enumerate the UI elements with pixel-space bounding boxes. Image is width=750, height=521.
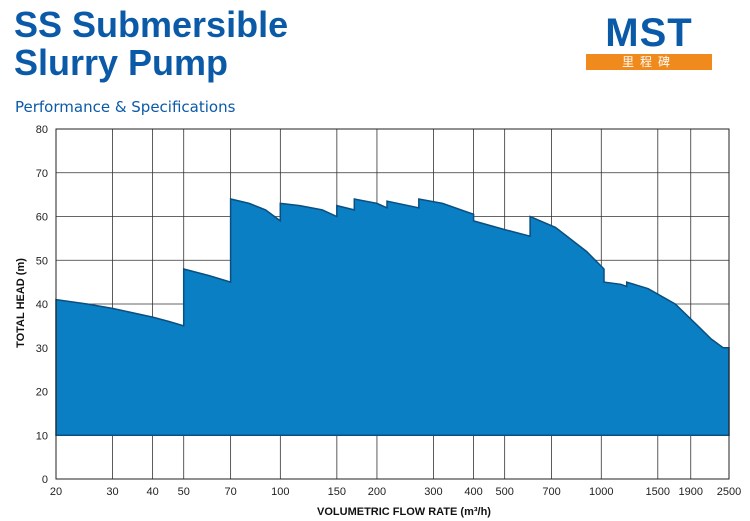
y-tick-label: 40 (36, 299, 48, 311)
x-tick-label: 700 (542, 486, 560, 498)
logo-band: 里程碑 (586, 54, 712, 70)
y-tick-labels: 0 10 20 30 40 50 60 70 80 (36, 124, 48, 486)
y-tick-label: 20 (36, 387, 48, 399)
x-tick-label: 70 (224, 486, 236, 498)
x-tick-label: 50 (178, 486, 190, 498)
y-axis-label: TOTAL HEAD (m) (15, 258, 27, 348)
x-tick-label: 1000 (589, 486, 613, 498)
logo-text: MST (605, 11, 693, 55)
x-tick-labels: 20 30 40 50 70 100 150 200 300 400 500 700 1000 1500 1… (50, 486, 741, 498)
y-tick-label: 70 (36, 168, 48, 180)
page-title: SS Submersible Slurry Pump (14, 6, 288, 82)
y-tick-label: 0 (42, 474, 48, 486)
x-tick-label: 30 (106, 486, 118, 498)
plot-frame (55, 128, 730, 480)
x-tick-label: 400 (464, 486, 482, 498)
title-line-1: SS Submersible (14, 4, 289, 45)
mst-logo: MST 里程碑 (586, 12, 712, 70)
x-tick-label: 40 (146, 486, 158, 498)
x-tick-label: 1900 (679, 486, 703, 498)
x-tick-label: 100 (271, 486, 289, 498)
x-tick-label: 500 (495, 486, 513, 498)
performance-area (55, 198, 730, 437)
x-axis-label: VOLUMETRIC FLOW RATE (m³/h) (317, 506, 491, 518)
x-tick-label: 200 (368, 486, 386, 498)
y-tick-label: 30 (36, 343, 48, 355)
y-tick-label: 60 (36, 212, 48, 224)
y-tick-label: 80 (36, 124, 48, 136)
x-tick-label: 20 (50, 486, 62, 498)
title-line-2: Slurry Pump (14, 42, 229, 83)
x-tick-label: 1500 (646, 486, 670, 498)
x-tick-label: 150 (328, 486, 346, 498)
x-tick-label: 2500 (717, 486, 741, 498)
subtitle: Performance & Specifications (15, 98, 236, 116)
y-tick-label: 50 (36, 255, 48, 267)
y-tick-label: 10 (36, 430, 48, 442)
x-tick-label: 300 (424, 486, 442, 498)
